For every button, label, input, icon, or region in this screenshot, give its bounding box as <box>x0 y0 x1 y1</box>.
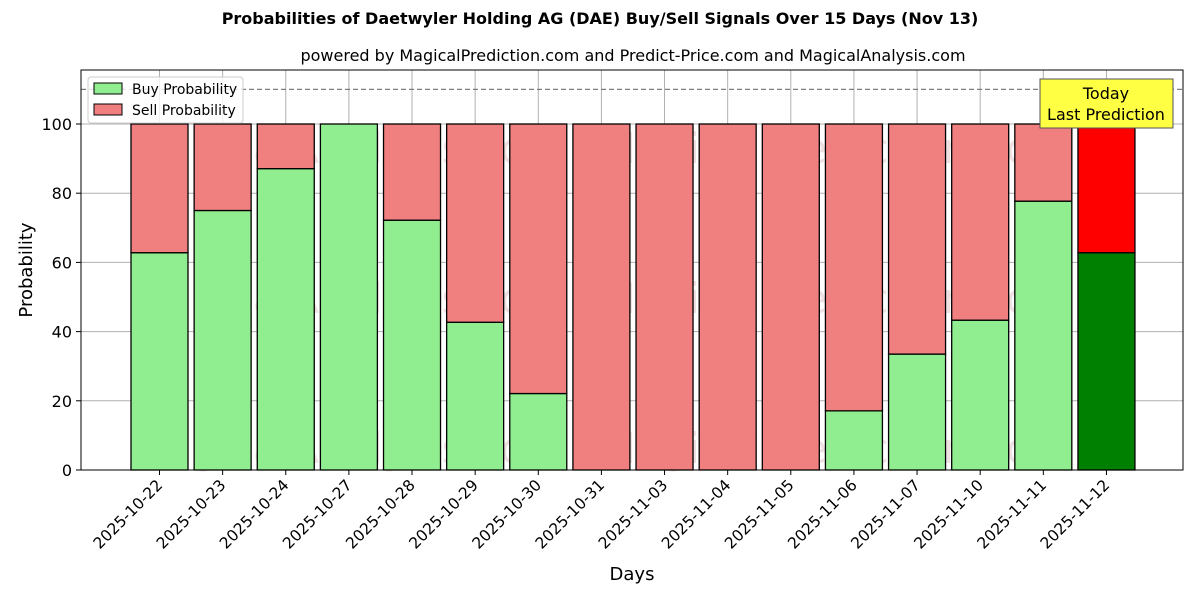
buy-bar <box>824 410 884 471</box>
sell-bar <box>130 123 189 254</box>
buy-bar <box>319 123 379 471</box>
sell-bar <box>382 123 442 221</box>
sell-bar <box>1014 123 1073 202</box>
buy-bar <box>193 209 252 471</box>
sell-bar <box>509 123 568 395</box>
buy-bar <box>445 321 505 471</box>
sell-bar <box>256 123 315 170</box>
y-tick-label: 20 <box>52 392 72 411</box>
legend-buy-label: Buy Probability <box>132 82 237 98</box>
annotation-line2: Last Prediction <box>1047 105 1165 124</box>
y-tick-label: 40 <box>52 323 72 342</box>
x-axis-label: Days <box>610 564 655 585</box>
today-annotation: Today Last Prediction <box>1039 78 1174 129</box>
buy-bar <box>256 167 315 471</box>
legend-sell-swatch <box>93 103 123 116</box>
chart-title: Probabilities of Daetwyler Holding AG (D… <box>221 9 979 28</box>
sell-bar <box>1077 123 1136 254</box>
annotation-line1: Today <box>1082 84 1129 103</box>
buy-bar <box>887 353 947 471</box>
y-tick-label: 100 <box>41 115 72 134</box>
y-tick-label: 80 <box>52 184 72 203</box>
sell-bar <box>951 123 1010 321</box>
chart-subtitle: powered by MagicalPrediction.com and Pre… <box>300 46 966 65</box>
y-tick-label: 60 <box>52 253 72 272</box>
sell-bar <box>887 123 947 355</box>
sell-bar <box>445 123 505 323</box>
sell-bar <box>698 123 757 471</box>
sell-bar <box>193 123 252 212</box>
legend-box <box>87 76 244 124</box>
buy-bar <box>1014 200 1073 471</box>
bars <box>130 123 1136 471</box>
y-axis-label: Probability <box>16 222 37 317</box>
sell-bar <box>761 123 820 471</box>
legend-sell-label: Sell Probability <box>132 103 236 119</box>
buy-bar <box>951 319 1010 471</box>
buy-bar <box>382 219 442 471</box>
today-annotation-box <box>1039 78 1174 129</box>
buy-bar <box>509 392 568 471</box>
sell-bar <box>824 123 884 412</box>
plot-frame <box>80 69 1184 471</box>
legend-buy-swatch <box>93 82 123 95</box>
legend: Buy Probability Sell Probability <box>87 76 244 124</box>
buy-bar <box>130 252 189 471</box>
sell-bar <box>572 123 631 471</box>
buy-bar <box>1077 252 1136 471</box>
sell-bar <box>635 123 694 471</box>
y-tick-label: 0 <box>62 461 72 480</box>
